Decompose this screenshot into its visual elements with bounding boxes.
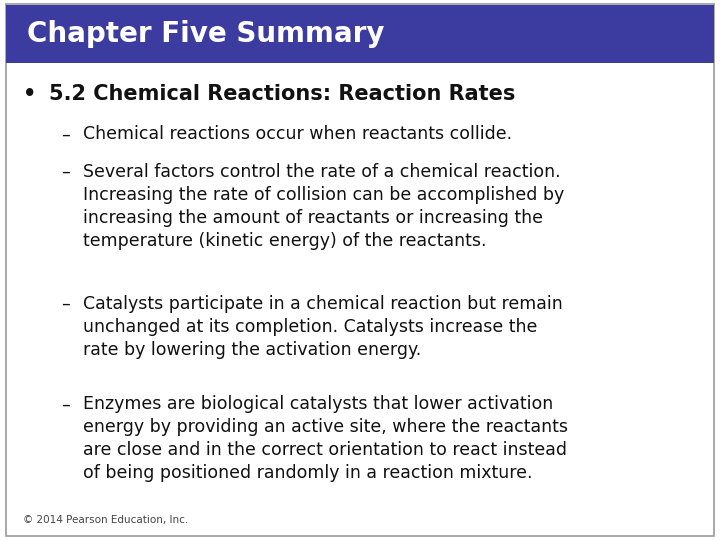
Text: –: – (61, 163, 70, 181)
Text: © 2014 Pearson Education, Inc.: © 2014 Pearson Education, Inc. (23, 515, 189, 525)
FancyBboxPatch shape (6, 5, 714, 63)
Text: Catalysts participate in a chemical reaction but remain
unchanged at its complet: Catalysts participate in a chemical reac… (83, 295, 562, 359)
Text: –: – (61, 395, 70, 413)
Text: –: – (61, 295, 70, 313)
Text: Several factors control the rate of a chemical reaction.
Increasing the rate of : Several factors control the rate of a ch… (83, 163, 564, 250)
Text: –: – (61, 125, 70, 143)
Text: Chemical reactions occur when reactants collide.: Chemical reactions occur when reactants … (83, 125, 512, 143)
Text: •: • (23, 84, 37, 104)
Text: Chapter Five Summary: Chapter Five Summary (27, 21, 385, 48)
FancyBboxPatch shape (6, 4, 714, 536)
Text: 5.2 Chemical Reactions: Reaction Rates: 5.2 Chemical Reactions: Reaction Rates (49, 84, 516, 104)
Text: Enzymes are biological catalysts that lower activation
energy by providing an ac: Enzymes are biological catalysts that lo… (83, 395, 568, 482)
